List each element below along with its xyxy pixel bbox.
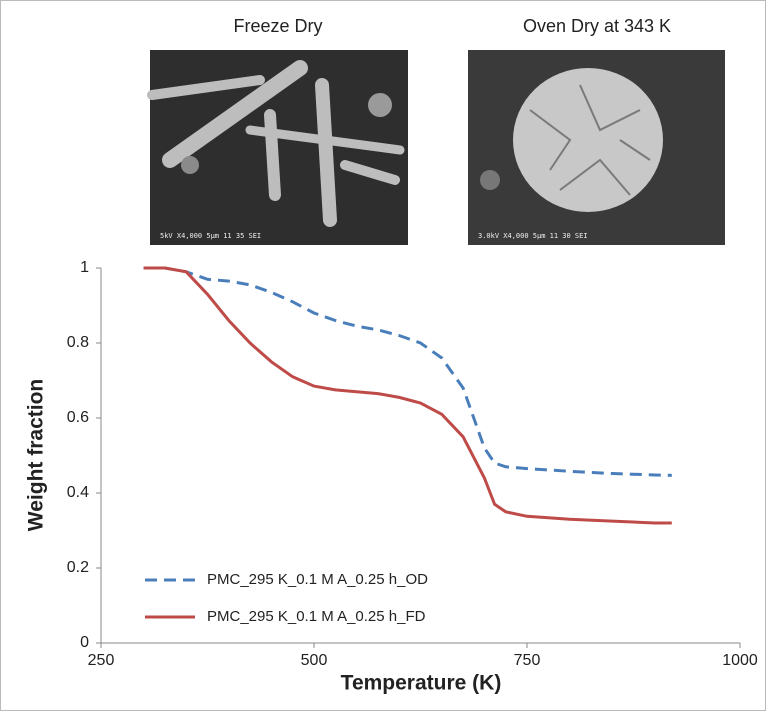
y-tick-label: 1 — [80, 259, 89, 276]
y-tick-label: 0.8 — [67, 334, 89, 351]
y-axis-label: Weight fraction — [25, 379, 48, 531]
sem-image: 5kV X4,000 5μm 11 35 SEI — [147, 50, 408, 245]
legend-label: PMC_295 K_0.1 M A_0.25 h_OD — [207, 571, 428, 588]
sem-image: 3.0kV X4,000 5μm 11 30 SEI — [468, 50, 725, 245]
series-line — [143, 266, 672, 525]
x-tick-label: 500 — [301, 652, 328, 669]
image-caption: 3.0kV X4,000 5μm 11 30 SEI — [478, 232, 588, 240]
series-line — [143, 266, 672, 477]
legend-label: PMC_295 K_0.1 M A_0.25 h_FD — [207, 608, 426, 625]
y-tick-label: 0.4 — [67, 484, 89, 501]
x-axis-label: Temperature (K) — [341, 672, 502, 695]
x-tick-label: 250 — [88, 652, 115, 669]
y-tick-label: 0.2 — [67, 559, 89, 576]
x-tick-label: 750 — [514, 652, 541, 669]
image-title: Oven Dry at 343 K — [523, 16, 671, 36]
y-tick-label: 0 — [80, 634, 89, 651]
y-tick-label: 0.6 — [67, 409, 89, 426]
x-tick-label: 1000 — [722, 652, 758, 669]
image-title: Freeze Dry — [233, 16, 322, 36]
image-caption: 5kV X4,000 5μm 11 35 SEI — [160, 232, 261, 240]
